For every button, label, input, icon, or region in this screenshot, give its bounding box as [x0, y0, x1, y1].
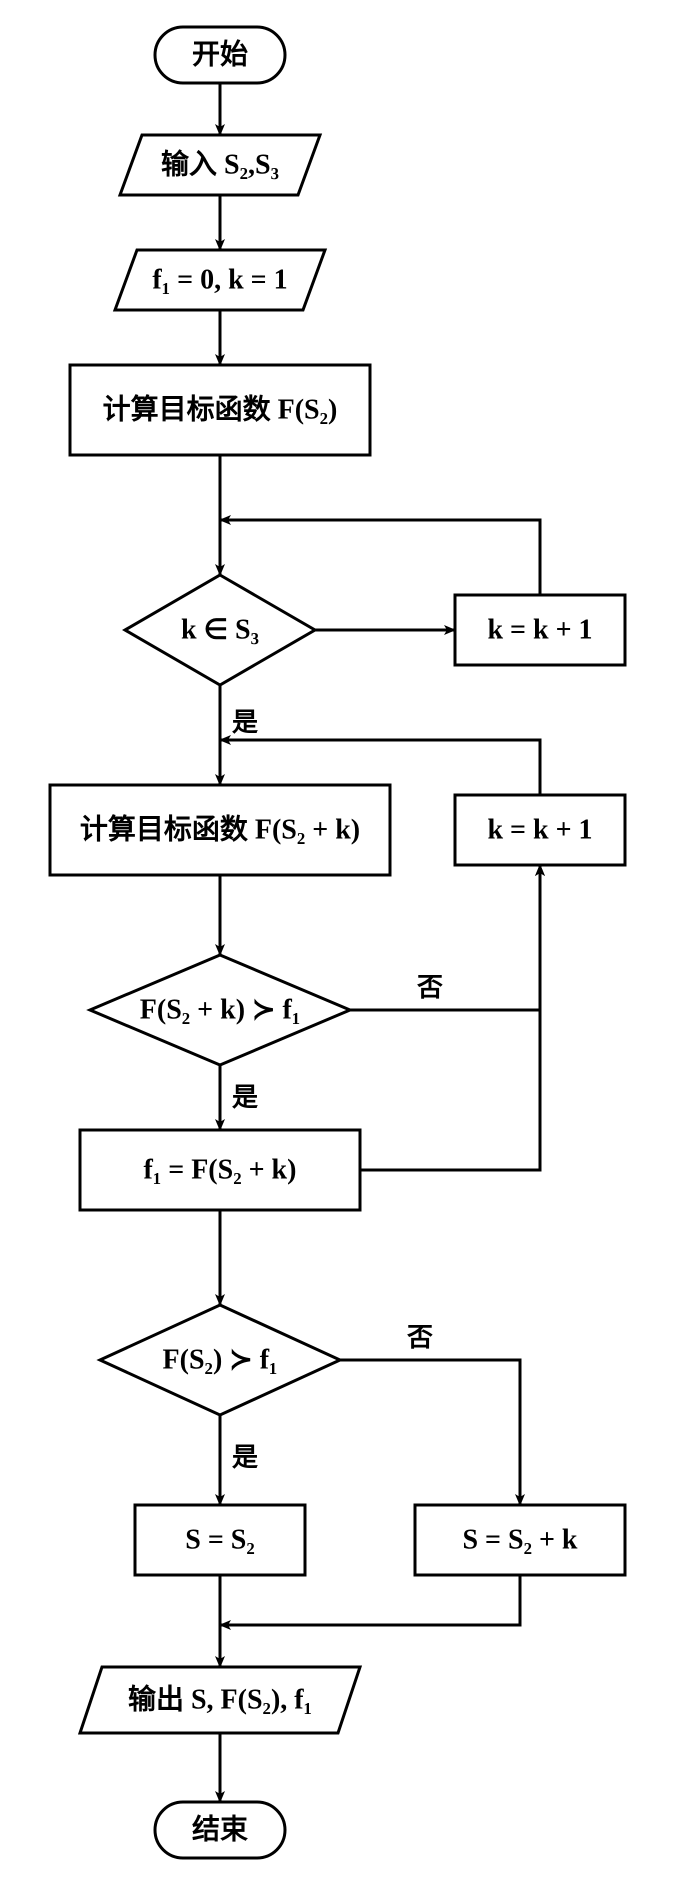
node-label: f₁ = F(S₂ + k): [144, 1154, 297, 1185]
node-label: k = k + 1: [487, 614, 592, 645]
node-decFS2: F(S₂) ≻ f₁: [100, 1305, 340, 1415]
node-decF: F(S₂ + k) ≻ f₁: [90, 955, 350, 1065]
node-label: 结束: [192, 1813, 248, 1845]
flow-edge: [350, 865, 540, 1010]
flowchart-canvas: 是否是是否 开始输入 S₂,S₃f₁ = 0, k = 1计算目标函数 F(S₂…: [0, 0, 678, 1890]
node-label: f₁ = 0, k = 1: [152, 264, 287, 295]
node-label: k = k + 1: [487, 814, 592, 845]
flow-edge: [360, 865, 540, 1170]
node-label: 输入 S₂,S₃: [161, 147, 279, 180]
node-calcFS2k: 计算目标函数 F(S₂ + k): [50, 785, 390, 875]
node-calcFS2: 计算目标函数 F(S₂): [70, 365, 370, 455]
node-label: 开始: [192, 38, 248, 70]
node-label: F(S₂ + k) ≻ f₁: [140, 994, 300, 1025]
node-assignS2: S = S₂: [135, 1505, 305, 1575]
node-label: 计算目标函数 F(S₂ + k): [80, 812, 360, 845]
flow-edge: [340, 1360, 520, 1505]
edge-label: 是: [232, 1083, 258, 1112]
node-label: k ∈ S₃: [181, 614, 259, 645]
node-init: f₁ = 0, k = 1: [115, 250, 325, 310]
node-label: S = S₂ + k: [462, 1524, 577, 1555]
node-input: 输入 S₂,S₃: [120, 135, 320, 195]
node-label: 计算目标函数 F(S₂): [103, 392, 338, 425]
node-decK: k ∈ S₃: [125, 575, 315, 685]
node-start: 开始: [155, 27, 285, 83]
node-label: 输出 S, F(S₂), f₁: [128, 1682, 312, 1715]
edge-label: 否: [407, 1323, 433, 1352]
edge-label: 是: [232, 708, 258, 737]
flow-edge: [220, 520, 540, 595]
node-end: 结束: [155, 1802, 285, 1858]
node-label: F(S₂) ≻ f₁: [163, 1344, 278, 1375]
node-label: S = S₂: [185, 1524, 255, 1555]
node-assignF: f₁ = F(S₂ + k): [80, 1130, 360, 1210]
node-output: 输出 S, F(S₂), f₁: [80, 1667, 360, 1733]
flow-edge: [220, 1575, 520, 1625]
node-incK1: k = k + 1: [455, 595, 625, 665]
edge-label: 否: [417, 973, 443, 1002]
edge-label: 是: [232, 1443, 258, 1472]
node-assignS2k: S = S₂ + k: [415, 1505, 625, 1575]
node-incK2: k = k + 1: [455, 795, 625, 865]
